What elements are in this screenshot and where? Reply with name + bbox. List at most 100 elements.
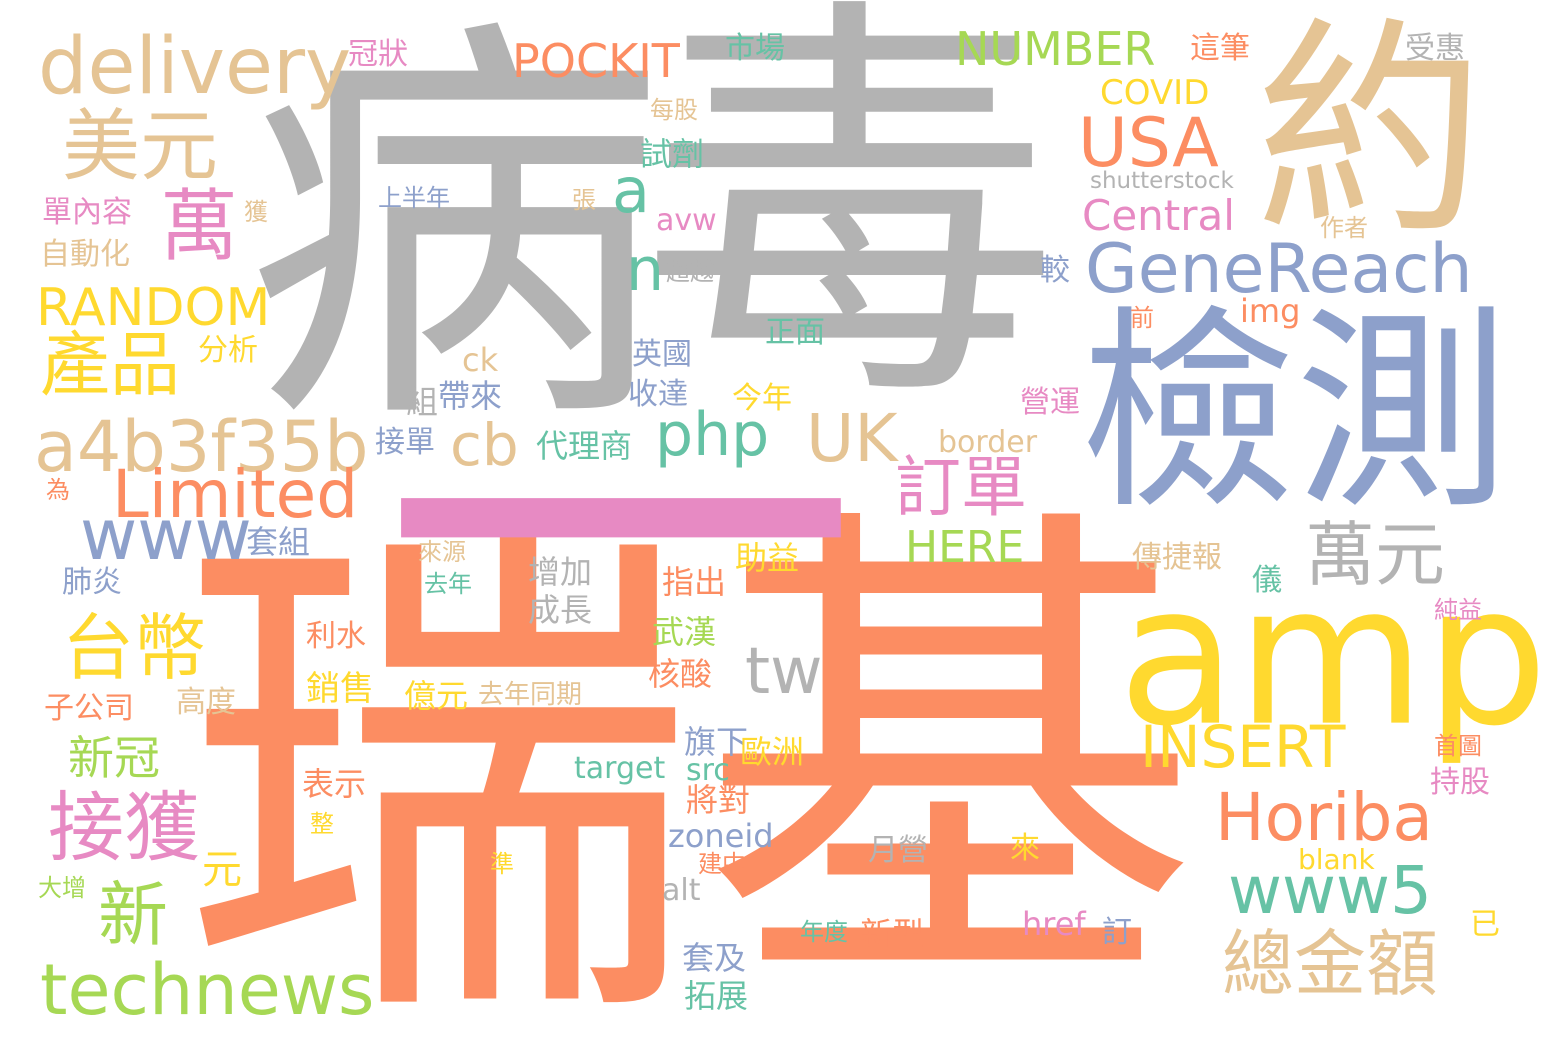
word: www5 [1228,852,1432,929]
word: 每股 [650,96,698,124]
word: 冠狀 [348,37,408,72]
word: INSERT [1140,713,1346,781]
word: 去年 [424,570,472,598]
word: 單內容 [42,195,132,230]
word: 組 [406,383,439,421]
word: 準 [490,850,514,878]
word: 指出 [662,563,727,601]
word: 月營 [868,833,928,868]
word: 套及 [682,939,747,977]
word: 核酸 [648,655,713,693]
word: 訂單 [895,449,1027,526]
word: NUMBER [955,22,1156,76]
word: 病 [245,0,665,476]
word: 助益 [735,539,800,577]
word: POCKIT [512,34,680,88]
word: RANDOM [36,278,271,338]
word: shutterstock [1090,168,1234,194]
word: 張 [572,186,596,214]
word: 受惠 [1405,31,1465,66]
word: Central [1082,191,1235,240]
word: 試劑 [640,135,705,173]
word: target [574,751,666,786]
word: 美元 [62,102,219,192]
word: 持股 [1430,765,1490,800]
word: technews [40,949,375,1031]
word: 總金額 [1222,922,1439,1006]
word: 瑞 [178,477,698,1052]
word: 新 [98,874,168,956]
word: GeneReach [1085,230,1473,309]
word: 拓展 [684,977,749,1015]
word: 接單 [375,425,435,460]
word: cb [450,411,519,479]
word: 肺炎 [62,565,122,600]
word: 新型 [860,915,925,953]
word: 銷售 [306,669,374,709]
word: a4b3f35b [34,406,369,488]
word: 儀 [1252,563,1282,598]
word: 增加 [528,553,593,591]
word: 上半年 [378,184,450,212]
word: border [938,425,1038,460]
word: 約 [1255,0,1486,266]
word: 一 [380,260,860,819]
word: 萬元 [1305,514,1445,596]
word: 來源 [418,538,466,566]
word: 旗下 [684,723,749,761]
word: amp [1118,543,1548,770]
word: 新冠 [68,731,160,785]
word: 作者 [1320,214,1368,242]
word: 首圖 [1434,732,1482,760]
word: 訂 [1102,915,1132,950]
word: 正面 [765,315,825,350]
word: 來 [1010,831,1040,866]
word: 年度 [800,918,848,946]
word: 套組 [246,523,311,561]
word: 分析 [198,333,258,368]
word: img [1240,292,1301,330]
word: delivery [38,22,352,112]
word: www [80,494,252,576]
word: 元 [202,847,242,893]
word: 接獲 [48,783,200,872]
word: Horiba [1215,779,1433,856]
word: COVID [1100,73,1210,113]
word: 去年同期 [478,680,583,710]
word: avw [656,203,717,238]
word: 市場 [725,31,785,66]
word: 純益 [1434,596,1482,624]
word: 英國 [632,337,692,372]
word: 營運 [1020,385,1080,420]
word: n [626,235,665,305]
word: 產品 [40,324,180,406]
word: 基 [700,469,1200,1051]
word: 大增 [38,874,86,902]
word: zoneid [668,817,774,855]
word: 這筆 [1190,31,1250,66]
word: 超越 [666,258,714,286]
word: 獲 [244,198,268,226]
word: a [612,154,650,227]
word: 成長 [528,591,593,629]
word: 前 [1130,304,1154,332]
word: 歐洲 [740,733,805,771]
word: 武漢 [652,613,717,651]
word: 傳捷報 [1132,540,1222,575]
word: 利水 [306,619,366,654]
word: ck [462,341,499,379]
word: 高度 [176,685,236,720]
word: blank [1298,843,1375,876]
word: alt [662,873,701,908]
word: 建中 [698,850,746,878]
word: src [686,753,730,788]
word: 將對 [686,781,751,819]
word: HERE [905,522,1025,573]
word: 自動化 [40,237,130,272]
word: 檢測 [1080,287,1510,538]
word: 收達 [628,377,688,412]
word: 萬 [160,182,239,272]
word: 整 [310,810,334,838]
word: 表示 [302,765,367,803]
word: 已 [1470,907,1500,942]
